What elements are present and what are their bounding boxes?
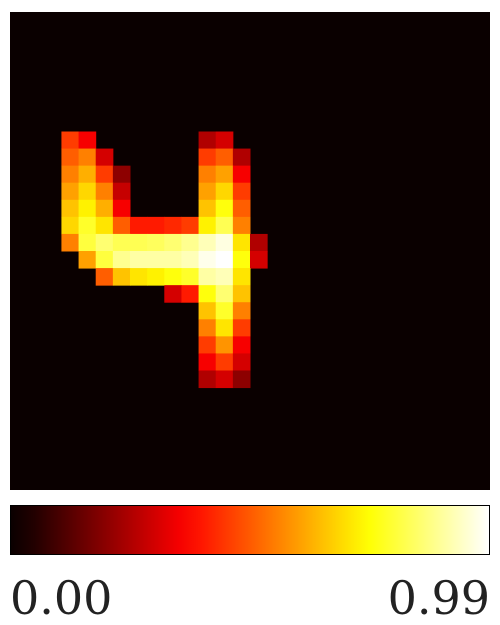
heatmap-cell (198, 268, 217, 286)
heatmap-cell (198, 131, 217, 150)
heatmap-cell (232, 319, 251, 337)
heatmap-cell (112, 216, 131, 235)
heatmap-cell (198, 216, 217, 235)
heatmap-cell (61, 148, 80, 167)
heatmap-cell (232, 233, 251, 252)
heatmap-cell (215, 182, 234, 201)
heatmap-cell (78, 216, 97, 235)
heatmap-cell (198, 285, 217, 303)
heatmap-cell (215, 216, 234, 235)
heatmap-cell (61, 199, 80, 218)
heatmap-cell (112, 268, 131, 286)
heatmap-cell (95, 268, 114, 286)
heatmap-cell (95, 148, 114, 167)
heatmap-cell (181, 233, 200, 252)
heatmap-cell (215, 251, 234, 269)
heatmap-svg (10, 12, 490, 490)
heatmap-cell (61, 233, 80, 252)
heatmap-cell (232, 182, 251, 201)
heatmap-cell (215, 336, 234, 354)
heatmap-cell (95, 233, 114, 252)
heatmap-cell (215, 319, 234, 337)
heatmap-cell (61, 165, 80, 184)
heatmap-cell (215, 148, 234, 167)
heatmap-cell (95, 165, 114, 184)
heatmap-cell (95, 251, 114, 269)
heatmap-cell (232, 370, 251, 389)
heatmap-cell (232, 199, 251, 218)
heatmap-cell (232, 285, 251, 303)
heatmap-cell (198, 336, 217, 354)
heatmap-cell (112, 165, 131, 184)
heatmap-cell (130, 251, 148, 269)
heatmap-cell (78, 251, 97, 269)
heatmap-cell (78, 131, 97, 150)
heatmap-cell (78, 199, 97, 218)
heatmap-cell (250, 233, 268, 252)
heatmap-cell (232, 302, 251, 320)
heatmap-cell (198, 370, 217, 389)
heatmap-cell (198, 233, 217, 252)
heatmap-cell (215, 353, 234, 371)
heatmap-cell (198, 319, 217, 337)
heatmap-cell (232, 251, 251, 269)
heatmap-cell (61, 182, 80, 201)
heatmap-cell (95, 216, 114, 235)
heatmap-cell (78, 148, 97, 167)
heatmap-cell (232, 336, 251, 354)
heatmap-cell (232, 353, 251, 371)
heatmap-cell (215, 131, 234, 150)
heatmap-cell (164, 216, 182, 235)
heatmap-cell (95, 182, 114, 201)
heatmap-cell (198, 182, 217, 201)
heatmap-cell (232, 148, 251, 167)
heatmap-cell (61, 131, 80, 150)
heatmap-cell (112, 233, 131, 252)
heatmap-cell (130, 233, 148, 252)
colorbar-tick-min: 0.00 (10, 571, 113, 625)
heatmap-cell (95, 199, 114, 218)
heatmap-cell (78, 233, 97, 252)
heatmap-cell (130, 216, 148, 235)
heatmap-cell (215, 370, 234, 389)
heatmap-cell (198, 148, 217, 167)
heatmap-cell (215, 285, 234, 303)
heatmap-cell (130, 268, 148, 286)
heatmap-plot (10, 12, 490, 490)
heatmap-cell (112, 182, 131, 201)
heatmap-cell (112, 199, 131, 218)
heatmap-cell (215, 268, 234, 286)
heatmap-cell (78, 165, 97, 184)
heatmap-cell (232, 165, 251, 184)
heatmap-cell (232, 268, 251, 286)
heatmap-cell (112, 251, 131, 269)
colorbar-tick-max: 0.99 (387, 571, 490, 625)
heatmap-cell (198, 199, 217, 218)
colorbar (10, 505, 490, 555)
heatmap-cell (215, 199, 234, 218)
heatmap-cell (147, 233, 165, 252)
heatmap-cell (181, 251, 200, 269)
heatmap-cell (232, 216, 251, 235)
heatmap-cell (164, 268, 182, 286)
heatmap-cell (181, 285, 200, 303)
heatmap-cell (61, 216, 80, 235)
heatmap-cell (198, 302, 217, 320)
heatmap-cell (78, 182, 97, 201)
heatmap-cell (215, 302, 234, 320)
heatmap-cell (147, 251, 165, 269)
heatmap-cell (181, 216, 200, 235)
heatmap-cell (250, 251, 268, 269)
heatmap-cell (164, 251, 182, 269)
heatmap-cell (147, 268, 165, 286)
heatmap-cell (181, 268, 200, 286)
heatmap-cell (198, 165, 217, 184)
heatmap-cell (215, 165, 234, 184)
heatmap-cell (164, 233, 182, 252)
heatmap-cell (198, 353, 217, 371)
heatmap-cell (147, 216, 165, 235)
heatmap-cell (215, 233, 234, 252)
heatmap-cell (164, 285, 182, 303)
heatmap-cell (198, 251, 217, 269)
